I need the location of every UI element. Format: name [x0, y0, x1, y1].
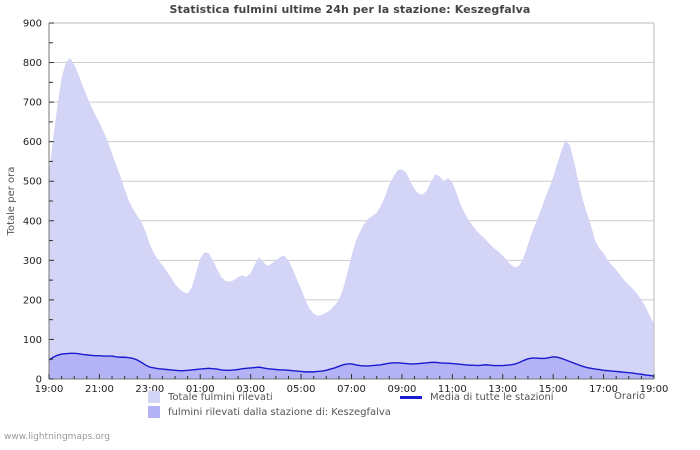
legend-swatch-station-icon: [148, 406, 160, 418]
legend-item-mean[interactable]: Media di tutte le stazioni: [400, 390, 554, 404]
site-attribution: www.lightningmaps.org: [4, 432, 110, 442]
x-tick-label: 15:00: [539, 384, 568, 395]
legend-label-mean: Media di tutte le stazioni: [430, 391, 554, 403]
area-series-total: [49, 57, 654, 379]
y-tick-label: 0: [36, 375, 42, 386]
y-axis-tick-labels: 0 100 200 300 400 500 600 700 800 900: [23, 19, 42, 386]
y-tick-label: 300: [23, 256, 42, 267]
x-tick-label: 17:00: [589, 384, 618, 395]
y-tick-label: 700: [23, 98, 42, 109]
axis-lines-and-ticks: [48, 22, 655, 380]
page-title: Statistica fulmini ultime 24h per la sta…: [169, 3, 531, 16]
area-series-group: [49, 57, 654, 379]
y-axis-title: Totale per ora: [6, 167, 17, 237]
x-axis-title: Orario: [614, 391, 646, 402]
y-tick-label: 800: [23, 58, 42, 69]
x-tick-label: 03:00: [236, 384, 265, 395]
x-tick-label: 19:00: [35, 384, 64, 395]
legend-item-station[interactable]: fulmini rilevati dalla stazione di: Kesz…: [148, 405, 391, 419]
x-tick-label: 23:00: [135, 384, 164, 395]
legend-label-station: fulmini rilevati dalla stazione di: Kesz…: [168, 406, 391, 418]
chart-legend: Totale fulmini rilevati fulmini rilevati…: [0, 390, 700, 430]
x-tick-label: 01:00: [186, 384, 215, 395]
x-tick-label: 13:00: [488, 384, 517, 395]
y-tick-label: 900: [23, 19, 42, 30]
mean-line-path: [48, 352, 655, 377]
x-axis-tick-labels: 19:00 21:00 23:00 01:00 03:00 05:00 07:00 09:00…: [35, 384, 669, 395]
mean-line-series: [48, 352, 655, 377]
y-tick-label: 400: [23, 216, 42, 227]
y-tick-label: 500: [23, 177, 42, 188]
y-tick-label: 200: [23, 295, 42, 306]
legend-item-total[interactable]: Totale fulmini rilevati: [148, 390, 273, 404]
area-series-station: [49, 353, 654, 379]
x-tick-label: 21:00: [85, 384, 114, 395]
x-tick-label: 11:00: [438, 384, 467, 395]
y-tick-label: 100: [23, 335, 42, 346]
x-tick-label: 07:00: [337, 384, 366, 395]
y-tick-label: 600: [23, 137, 42, 148]
x-tick-label: 09:00: [388, 384, 417, 395]
legend-swatch-mean-line-icon: [400, 395, 422, 399]
x-tick-label: 19:00: [640, 384, 669, 395]
legend-swatch-total-icon: [148, 391, 160, 403]
x-tick-label: 05:00: [287, 384, 316, 395]
legend-label-total: Totale fulmini rilevati: [168, 391, 273, 403]
